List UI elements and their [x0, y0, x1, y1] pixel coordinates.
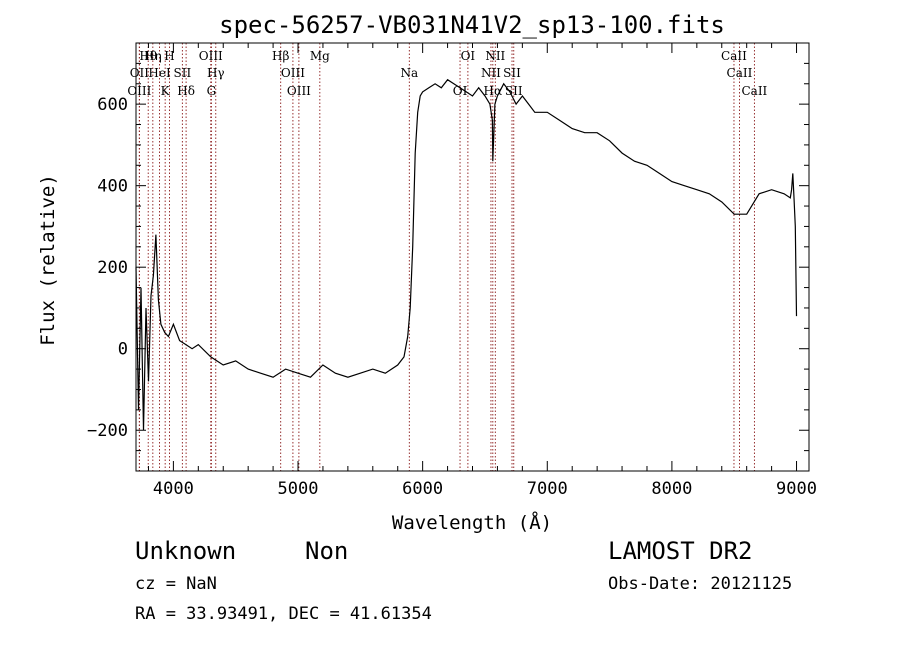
- line-label: Hδ: [177, 84, 195, 98]
- y-tick-label: 200: [97, 258, 128, 278]
- line-label: CaII: [721, 49, 747, 63]
- y-tick-label: −200: [87, 421, 128, 441]
- survey-name: LAMOST DR2: [608, 537, 753, 565]
- observation-date: Obs-Date: 20121125: [608, 574, 793, 594]
- line-label: HeI: [148, 66, 171, 80]
- line-label: OII: [130, 66, 150, 80]
- line-label: OI: [453, 84, 468, 98]
- line-label: OIII: [127, 84, 151, 98]
- redshift-cz: cz = NaN: [135, 574, 217, 594]
- plot-frame: [135, 42, 810, 472]
- line-label: OIII: [287, 84, 311, 98]
- line-label: SII: [174, 66, 192, 80]
- line-label: OIII: [199, 49, 223, 63]
- line-label: H: [164, 49, 174, 63]
- y-axis-label: Flux (relative): [37, 174, 59, 346]
- object-class: Unknown: [135, 537, 237, 565]
- line-label: SII: [505, 84, 523, 98]
- line-label: NII: [481, 66, 501, 80]
- emission-line-markers: [138, 43, 755, 471]
- line-label: K: [161, 84, 171, 98]
- line-label: NII: [485, 49, 505, 63]
- chart-title: spec-56257-VB031N41V2_sp13-100.fits: [219, 11, 725, 39]
- line-label: OIII: [281, 66, 305, 80]
- emission-line-labels: HθOIIOIIIHηHeIKHSIIHδOIIIHγGHβOIIIOIIIMg…: [127, 49, 767, 98]
- line-label: Hα: [484, 84, 503, 98]
- object-subclass: Non: [305, 537, 349, 565]
- spectrum-line: [135, 78, 798, 431]
- line-label: SII: [503, 66, 521, 80]
- ra-dec-coordinates: RA = 33.93491, DEC = 41.61354: [135, 604, 432, 624]
- y-axis: −200 0 200 400 600: [87, 62, 809, 472]
- x-tick-label: 6000: [402, 479, 443, 499]
- x-tick-label: 8000: [651, 479, 692, 499]
- line-label: Hβ: [272, 49, 289, 63]
- x-axis-label: Wavelength (Å): [392, 511, 552, 534]
- line-label: OI: [461, 49, 476, 63]
- x-axis: 4000 5000 6000 7000 8000 9000: [147, 43, 817, 499]
- y-tick-label: 600: [97, 95, 128, 115]
- y-tick-label: 400: [97, 177, 128, 197]
- line-label: Hη: [144, 49, 162, 63]
- line-label: Na: [400, 66, 418, 80]
- line-label: Hθ: [139, 49, 157, 63]
- line-label: Mg: [310, 49, 330, 63]
- x-tick-label: 4000: [153, 479, 194, 499]
- line-label: CaII: [727, 66, 753, 80]
- x-tick-label: 7000: [527, 479, 568, 499]
- line-label: Hγ: [207, 66, 225, 80]
- line-label: CaII: [741, 84, 767, 98]
- y-tick-label: 0: [118, 340, 128, 360]
- x-tick-label: 9000: [776, 479, 817, 499]
- x-tick-label: 5000: [278, 479, 319, 499]
- line-label: G: [207, 84, 217, 98]
